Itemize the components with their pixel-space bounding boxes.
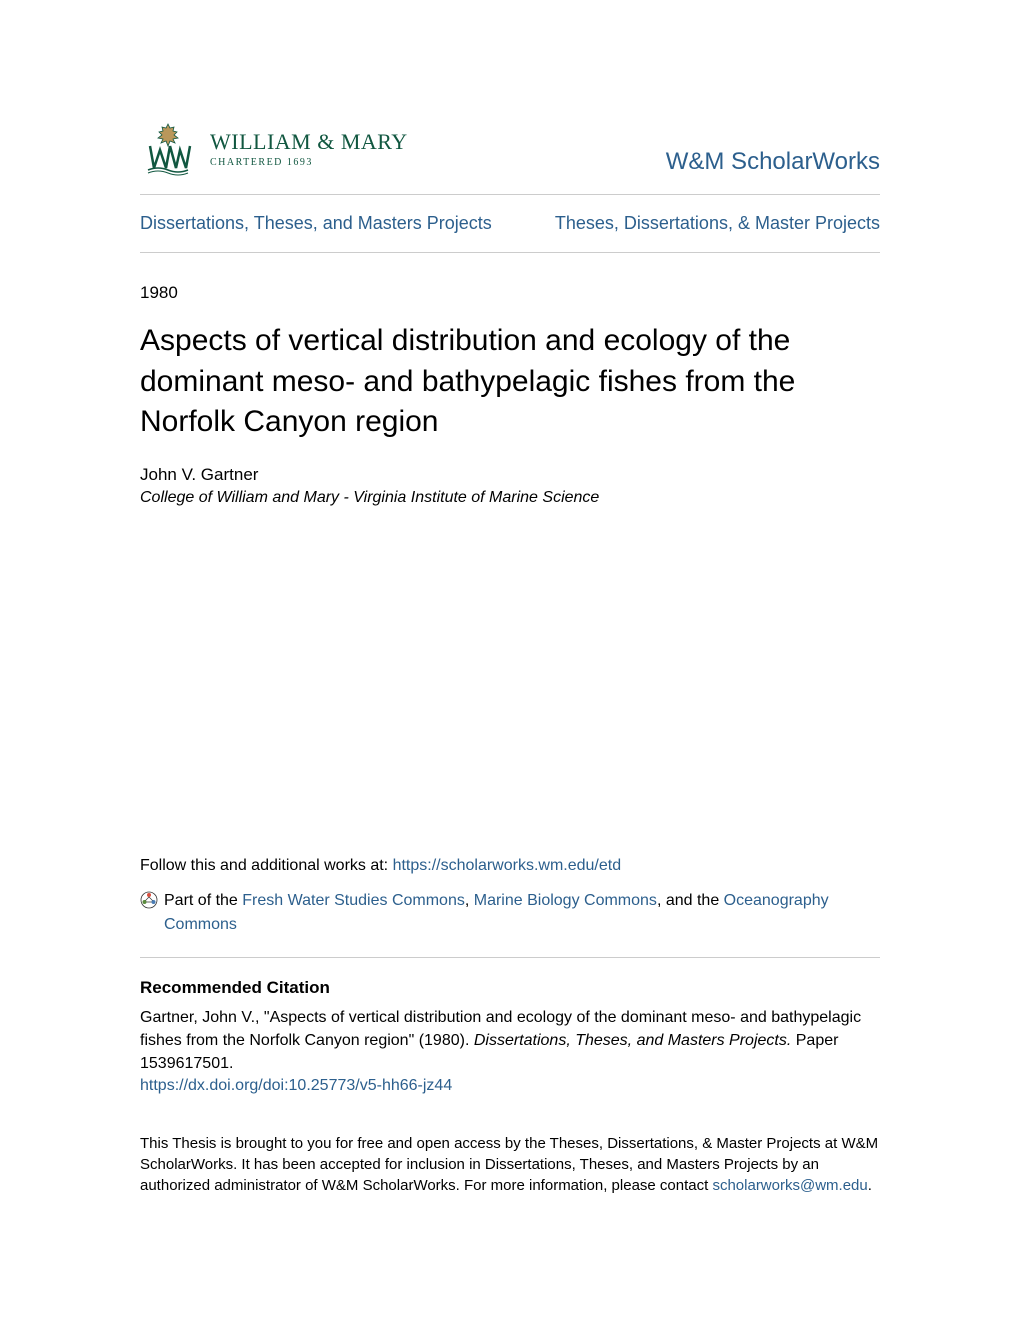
recommended-citation-heading: Recommended Citation bbox=[140, 978, 880, 998]
follow-works-line: Follow this and additional works at: htt… bbox=[140, 857, 880, 875]
collection-link[interactable]: Dissertations, Theses, and Masters Proje… bbox=[140, 213, 492, 234]
section-divider bbox=[140, 957, 880, 958]
follow-section: Follow this and additional works at: htt… bbox=[140, 857, 880, 937]
network-icon bbox=[140, 891, 158, 909]
institution-charter: CHARTERED 1693 bbox=[210, 157, 408, 168]
part-of-commons-line: Part of the Fresh Water Studies Commons,… bbox=[140, 889, 880, 937]
publication-year: 1980 bbox=[140, 283, 880, 303]
etd-url-link[interactable]: https://scholarworks.wm.edu/etd bbox=[393, 857, 622, 874]
author-affiliation: College of William and Mary - Virginia I… bbox=[140, 489, 880, 507]
sep-1: , bbox=[465, 892, 474, 909]
contact-email-link[interactable]: scholarworks@wm.edu bbox=[712, 1177, 867, 1194]
part-of-text-container: Part of the Fresh Water Studies Commons,… bbox=[164, 889, 880, 937]
doi-link[interactable]: https://dx.doi.org/doi:10.25773/v5-hh66-… bbox=[140, 1077, 452, 1095]
page-header: WILLIAM & MARY CHARTERED 1693 W&M Schola… bbox=[140, 120, 880, 195]
author-name: John V. Gartner bbox=[140, 465, 880, 485]
institution-logo-block[interactable]: WILLIAM & MARY CHARTERED 1693 bbox=[140, 120, 408, 176]
partof-pre: Part of the bbox=[164, 892, 242, 909]
citation-text: Gartner, John V., "Aspects of vertical d… bbox=[140, 1006, 880, 1076]
commons-link-2[interactable]: Marine Biology Commons bbox=[474, 892, 657, 909]
scholarworks-link[interactable]: W&M ScholarWorks bbox=[666, 148, 880, 176]
institution-name: WILLIAM & MARY bbox=[210, 129, 408, 155]
access-statement: This Thesis is brought to you for free a… bbox=[140, 1133, 880, 1196]
parent-collection-link[interactable]: Theses, Dissertations, & Master Projects bbox=[555, 213, 880, 234]
follow-pre-text: Follow this and additional works at: bbox=[140, 857, 393, 874]
wm-cipher-icon bbox=[140, 120, 196, 176]
footer-post: . bbox=[868, 1177, 872, 1194]
document-title: Aspects of vertical distribution and eco… bbox=[140, 321, 880, 443]
commons-link-1[interactable]: Fresh Water Studies Commons bbox=[242, 892, 465, 909]
institution-logo-text: WILLIAM & MARY CHARTERED 1693 bbox=[210, 129, 408, 168]
sep-2: , and the bbox=[657, 892, 724, 909]
breadcrumb-nav: Dissertations, Theses, and Masters Proje… bbox=[140, 195, 880, 253]
citation-series: Dissertations, Theses, and Masters Proje… bbox=[474, 1032, 791, 1049]
